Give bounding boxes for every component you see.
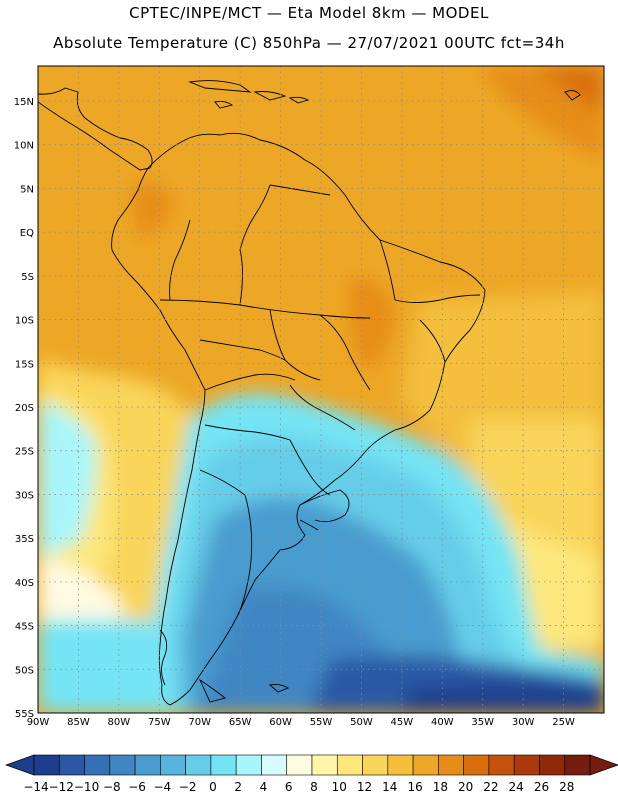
map-frame [37,65,605,714]
colorbar-tick-label: 28 [559,780,574,794]
colorbar-tick-label: 16 [407,780,422,794]
lat-label: 10N [14,141,34,152]
colorbar-swatch [286,754,313,776]
lon-label: 30W [512,717,535,728]
lat-label: 35S [15,534,34,545]
colorbar-tick-label: 22 [483,780,498,794]
lon-label: 85W [67,717,90,728]
lat-label: 5N [20,184,34,195]
colorbar-swatch [463,754,490,776]
colorbar-tick-label: 12 [357,780,372,794]
lat-label: 40S [15,578,34,589]
colorbar-tick-label: −8 [103,780,121,794]
colorbar-swatch [210,754,237,776]
lat-label: 20S [15,403,34,414]
lon-label: 50W [350,717,373,728]
colorbar-swatch [134,754,161,776]
colorbar-tick-label: −2 [179,780,197,794]
colorbar-tick-label: 14 [382,780,397,794]
lon-label: 40W [431,717,454,728]
lat-label: 15S [15,359,34,370]
colorbar-swatch [58,754,85,776]
lon-label: 60W [269,717,292,728]
longitude-labels: 90W 85W 80W 75W 70W 65W 60W 55W 50W 45W 40W 35W 30W 2… [27,717,575,728]
latitude-labels: 15N 10N 5N EQ 5S 10S 15S 20S 25S 30S 35S 40S 45S 50S 5… [14,97,34,720]
colorbar-tick-label: 20 [458,780,473,794]
colorbar-swatch [261,754,288,776]
colorbar-swatch [185,754,212,776]
lat-label: 5S [21,272,34,283]
colorbar-swatch [84,754,111,776]
colorbar-tick-label: 8 [310,780,318,794]
colorbar-swatch [438,754,464,776]
colorbar-swatch [235,754,262,776]
colorbar-tick-label: 10 [332,780,347,794]
graticule [38,66,604,713]
lon-label: 90W [27,717,50,728]
lat-label: 25S [15,447,34,458]
lon-label: 55W [310,717,333,728]
lat-label: 10S [15,316,34,327]
lon-label: 65W [229,717,252,728]
colorbar-swatch [564,754,591,776]
colorbar-swatch [33,754,60,776]
colorbar-swatch [336,754,363,776]
colorbar-swatch [488,754,515,776]
colorbar-tick-label: 24 [509,780,524,794]
lon-label: 70W [188,717,211,728]
colorbar-tick-label: 2 [234,780,242,794]
colorbar-tick-label: −6 [128,780,146,794]
title-line-1: CPTEC/INPE/MCT — Eta Model 8km — MODEL [129,4,489,22]
colorbar-tick-label: 6 [285,780,293,794]
lon-label: 75W [148,717,171,728]
lon-label: 35W [471,717,494,728]
colorbar-high-arrow [589,754,618,776]
title-line-2: Absolute Temperature (C) 850hPa — 27/07/… [53,34,565,52]
coastlines-and-borders [38,80,581,706]
colorbar-swatch [160,754,186,776]
lon-label: 25W [552,717,575,728]
colorbar-tick-label: 26 [534,780,549,794]
temperature-field [38,66,604,713]
colorbar-swatch [311,754,338,776]
colorbar-tick-label: −4 [154,780,172,794]
colorbar-tick-label: −10 [74,780,99,794]
colorbar: −14 −12 −10 −8 −6 −4 −2 0 2 4 6 8 10 12 14 16 18 20 22 24 26… [4,754,618,794]
colorbar-tick-label: 4 [260,780,268,794]
lat-label: 15N [14,97,34,108]
lat-label: 45S [15,622,34,633]
lon-label: 45W [391,717,414,728]
colorbar-swatch [362,754,389,776]
lat-label: EQ [20,228,34,239]
colorbar-swatch [513,754,540,776]
colorbar-low-arrow [4,754,35,776]
colorbar-tick-label: −12 [49,780,74,794]
colorbar-tick-label: 18 [433,780,448,794]
lat-label: 30S [15,490,34,501]
lat-label: 50S [15,665,34,676]
lat-label: 55S [15,709,34,720]
colorbar-swatch [387,754,414,776]
colorbar-swatch [539,754,566,776]
lon-label: 80W [108,717,131,728]
colorbar-tick-label: −14 [23,780,48,794]
colorbar-swatch [412,754,439,776]
colorbar-swatch [109,754,136,776]
colorbar-tick-label: 0 [209,780,217,794]
